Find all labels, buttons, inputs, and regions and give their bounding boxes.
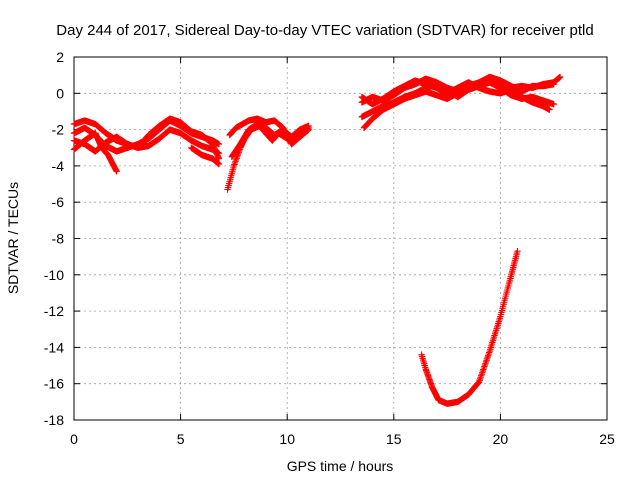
data-point-markers	[358, 77, 553, 113]
y-tick-label: -6	[52, 194, 65, 210]
y-tick-label: -4	[52, 158, 65, 174]
x-tick-label: 10	[279, 431, 295, 447]
chart-title: Day 244 of 2017, Sidereal Day-to-day VTE…	[56, 22, 593, 39]
y-tick-label: -14	[44, 339, 64, 355]
x-axis-label: GPS time / hours	[287, 458, 394, 474]
x-tick-label: 25	[599, 431, 615, 447]
data-point-markers	[418, 248, 521, 407]
y-tick-label: -2	[52, 122, 65, 138]
x-tick-label: 0	[70, 431, 78, 447]
series-s13	[418, 248, 521, 407]
y-tick-label: 2	[56, 49, 64, 65]
y-tick-label: 0	[56, 85, 64, 101]
x-tick-label: 15	[386, 431, 402, 447]
y-tick-label: -10	[44, 267, 64, 283]
x-tick-label: 5	[177, 431, 185, 447]
y-tick-label: -12	[44, 303, 64, 319]
data-point-markers	[228, 120, 312, 161]
y-axis-label: SDTVAR / TECUs	[5, 182, 21, 294]
y-tick-label: -18	[44, 412, 64, 428]
data-point-markers	[188, 144, 223, 168]
data-point-markers	[70, 115, 223, 162]
axis-ticks: 0 5 10 15 20 25 -18 -16 -14 -12 -10 -8 -6 -4 -2 0 2	[44, 49, 615, 447]
grid-lines	[74, 57, 607, 420]
x-tick-label: 20	[493, 431, 509, 447]
series-s8	[228, 120, 312, 161]
series-s12	[358, 77, 553, 113]
y-tick-label: -8	[52, 231, 65, 247]
series-s4	[70, 115, 223, 162]
y-tick-label: -16	[44, 376, 64, 392]
data-series	[70, 73, 564, 407]
series-s5	[188, 144, 223, 168]
